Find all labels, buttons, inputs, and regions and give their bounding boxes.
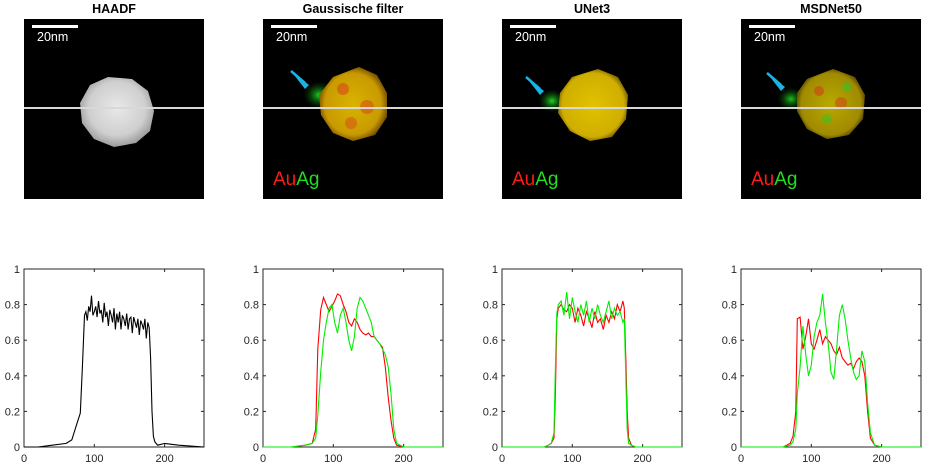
y-tick-label: 0.6 <box>483 335 498 347</box>
element-legend: AuAg <box>273 169 320 191</box>
y-tick-label: 0 <box>14 442 20 454</box>
x-tick-label: 0 <box>499 453 505 465</box>
ag-label: Ag <box>296 169 320 190</box>
plot-frame <box>740 268 922 448</box>
panel-title-unet3: UNet3 <box>573 2 611 16</box>
y-tick-label: 0 <box>731 442 737 454</box>
scale-bar <box>510 25 556 28</box>
x-tick-label: 100 <box>563 453 581 465</box>
y-tick-label: 1 <box>492 264 498 276</box>
x-tick-label: 200 <box>872 453 890 465</box>
x-tick-label: 200 <box>394 453 412 465</box>
element-legend: AuAg <box>751 169 798 191</box>
scale-bar-label: 20nm <box>754 30 786 44</box>
y-tick-label: 0.2 <box>5 406 20 418</box>
y-tick-label: 0.4 <box>483 371 498 383</box>
x-tick-label: 200 <box>633 453 651 465</box>
haadf-image: 20nm <box>24 19 204 199</box>
line-profile-marker <box>24 107 204 109</box>
scale-bar <box>271 25 317 28</box>
scale-bar-label: 20nm <box>515 30 547 44</box>
y-tick-label: 1 <box>731 264 737 276</box>
panel-title-msdnet50: MSDNet50 <box>800 2 862 16</box>
x-tick-label: 0 <box>260 453 266 465</box>
y-tick-label: 0.2 <box>244 406 259 418</box>
x-tick-label: 100 <box>324 453 342 465</box>
y-tick-label: 0.2 <box>483 406 498 418</box>
y-tick-label: 0 <box>253 442 259 454</box>
plot-frame <box>501 268 683 448</box>
au-label: Au <box>273 169 297 190</box>
y-tick-label: 0.4 <box>5 371 20 383</box>
y-tick-label: 0 <box>492 442 498 454</box>
series-line-au <box>741 316 921 448</box>
y-tick-label: 0.6 <box>5 335 20 347</box>
x-tick-label: 100 <box>802 453 820 465</box>
au-label: Au <box>512 169 536 190</box>
scale-bar <box>749 25 795 28</box>
plot-frame <box>23 268 205 448</box>
y-tick-label: 0.6 <box>244 335 259 347</box>
unet3-image: 20nm AuAg <box>502 19 682 199</box>
y-tick-label: 0.4 <box>722 371 737 383</box>
y-tick-label: 0.8 <box>5 300 20 312</box>
series-line <box>24 295 205 448</box>
panel-title-haadf: HAADF <box>92 2 136 16</box>
x-tick-label: 100 <box>85 453 103 465</box>
y-tick-label: 0.6 <box>722 335 737 347</box>
y-tick-label: 0.2 <box>722 406 737 418</box>
scale-bar-label: 20nm <box>276 30 308 44</box>
panel-title-gaussian: Gaussische filter <box>302 2 404 16</box>
series-line-ag <box>741 293 921 448</box>
y-tick-label: 0.4 <box>244 371 259 383</box>
y-tick-label: 0.8 <box>722 300 737 312</box>
msdnet50-particle-image <box>766 69 865 139</box>
haadf-particle-image <box>80 77 154 147</box>
series-line-ag <box>502 292 682 448</box>
series-line-ag <box>263 296 443 448</box>
y-tick-label: 0.8 <box>244 300 259 312</box>
ag-label: Ag <box>535 169 559 190</box>
scale-bar <box>32 25 78 28</box>
msdnet50-image: 20nm AuAg <box>741 19 921 199</box>
y-tick-label: 1 <box>14 264 20 276</box>
y-tick-label: 0.8 <box>483 300 498 312</box>
gaussian-image: 20nm AuAg <box>263 19 443 199</box>
line-profile-marker <box>263 107 443 109</box>
element-legend: AuAg <box>512 169 559 191</box>
au-label: Au <box>751 169 775 190</box>
series-line-au <box>263 293 443 448</box>
ag-label: Ag <box>774 169 798 190</box>
scale-bar-label: 20nm <box>37 30 69 44</box>
x-tick-label: 0 <box>738 453 744 465</box>
plot-frame <box>262 268 444 448</box>
line-profile-marker <box>741 107 921 109</box>
x-tick-label: 200 <box>155 453 173 465</box>
line-profile-marker <box>502 107 682 109</box>
x-tick-label: 0 <box>21 453 27 465</box>
y-tick-label: 1 <box>253 264 259 276</box>
